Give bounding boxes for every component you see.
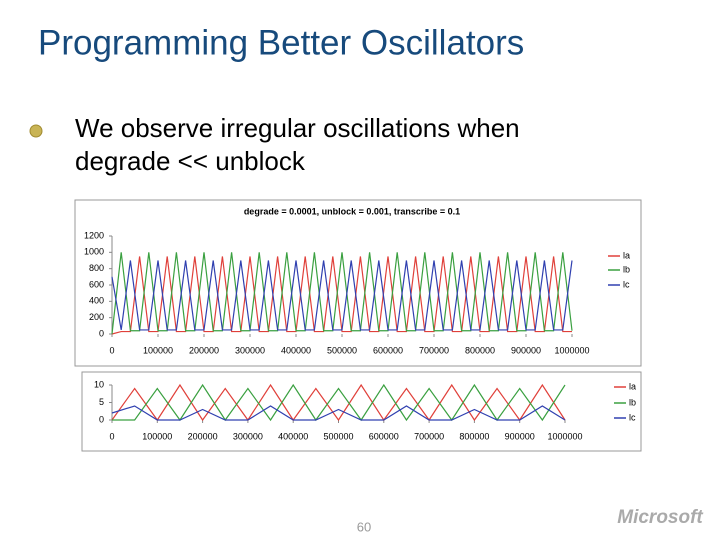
y-tick-label: 0	[99, 414, 104, 424]
x-tick-label: 0	[109, 345, 114, 355]
chart-frame	[74, 199, 642, 367]
series-line	[111, 405, 566, 421]
y-tick-label: 0	[99, 328, 104, 338]
series-line	[111, 256, 572, 335]
y-tick-label: 5	[99, 397, 104, 407]
slide-title: Programming Better Oscillators	[38, 23, 524, 62]
y-tick-label: 200	[89, 312, 104, 322]
y-tick-label: 400	[89, 296, 104, 306]
legend-label: lb	[629, 397, 636, 407]
series-line	[111, 252, 573, 335]
x-tick-label: 700000	[419, 345, 449, 355]
x-tick-label: 1000000	[554, 345, 589, 355]
chart-title: degrade = 0.0001, unblock = 0.001, trans…	[244, 206, 460, 216]
logo: Microsoft	[617, 507, 703, 528]
x-tick-label: 300000	[235, 345, 265, 355]
x-tick-label: 200000	[188, 431, 218, 441]
y-tick-label: 800	[89, 263, 104, 273]
y-tick-label: 1200	[84, 230, 104, 240]
x-tick-label: 0	[109, 431, 114, 441]
page-number: 60	[357, 519, 371, 534]
bullet-icon	[29, 124, 43, 138]
x-tick-label: 600000	[373, 345, 403, 355]
x-tick-label: 700000	[414, 431, 444, 441]
x-tick-label: 500000	[323, 431, 353, 441]
x-tick-label: 100000	[143, 345, 173, 355]
legend-label: lc	[623, 279, 630, 289]
x-tick-label: 400000	[278, 431, 308, 441]
x-tick-label: 500000	[327, 345, 357, 355]
legend-label: la	[629, 381, 636, 391]
series-line	[111, 383, 566, 422]
y-tick-label: 600	[89, 279, 104, 289]
legend-label: lb	[623, 264, 630, 274]
bullet-text: We observe irregular oscillations when	[75, 113, 520, 143]
x-tick-label: 100000	[142, 431, 172, 441]
legend-label: lc	[629, 412, 636, 422]
x-tick-label: 900000	[505, 431, 535, 441]
series-line	[112, 383, 566, 422]
series-line	[111, 260, 573, 331]
x-tick-label: 200000	[189, 345, 219, 355]
x-tick-label: 800000	[459, 431, 489, 441]
y-tick-label: 10	[94, 379, 104, 389]
x-tick-label: 600000	[369, 431, 399, 441]
x-tick-label: 1000000	[547, 431, 582, 441]
bullet-text: degrade << unblock	[75, 146, 306, 176]
x-tick-label: 300000	[233, 431, 263, 441]
y-tick-label: 1000	[84, 247, 104, 257]
legend-label: la	[623, 250, 630, 260]
x-tick-label: 900000	[511, 345, 541, 355]
x-tick-label: 400000	[281, 345, 311, 355]
x-tick-label: 800000	[465, 345, 495, 355]
